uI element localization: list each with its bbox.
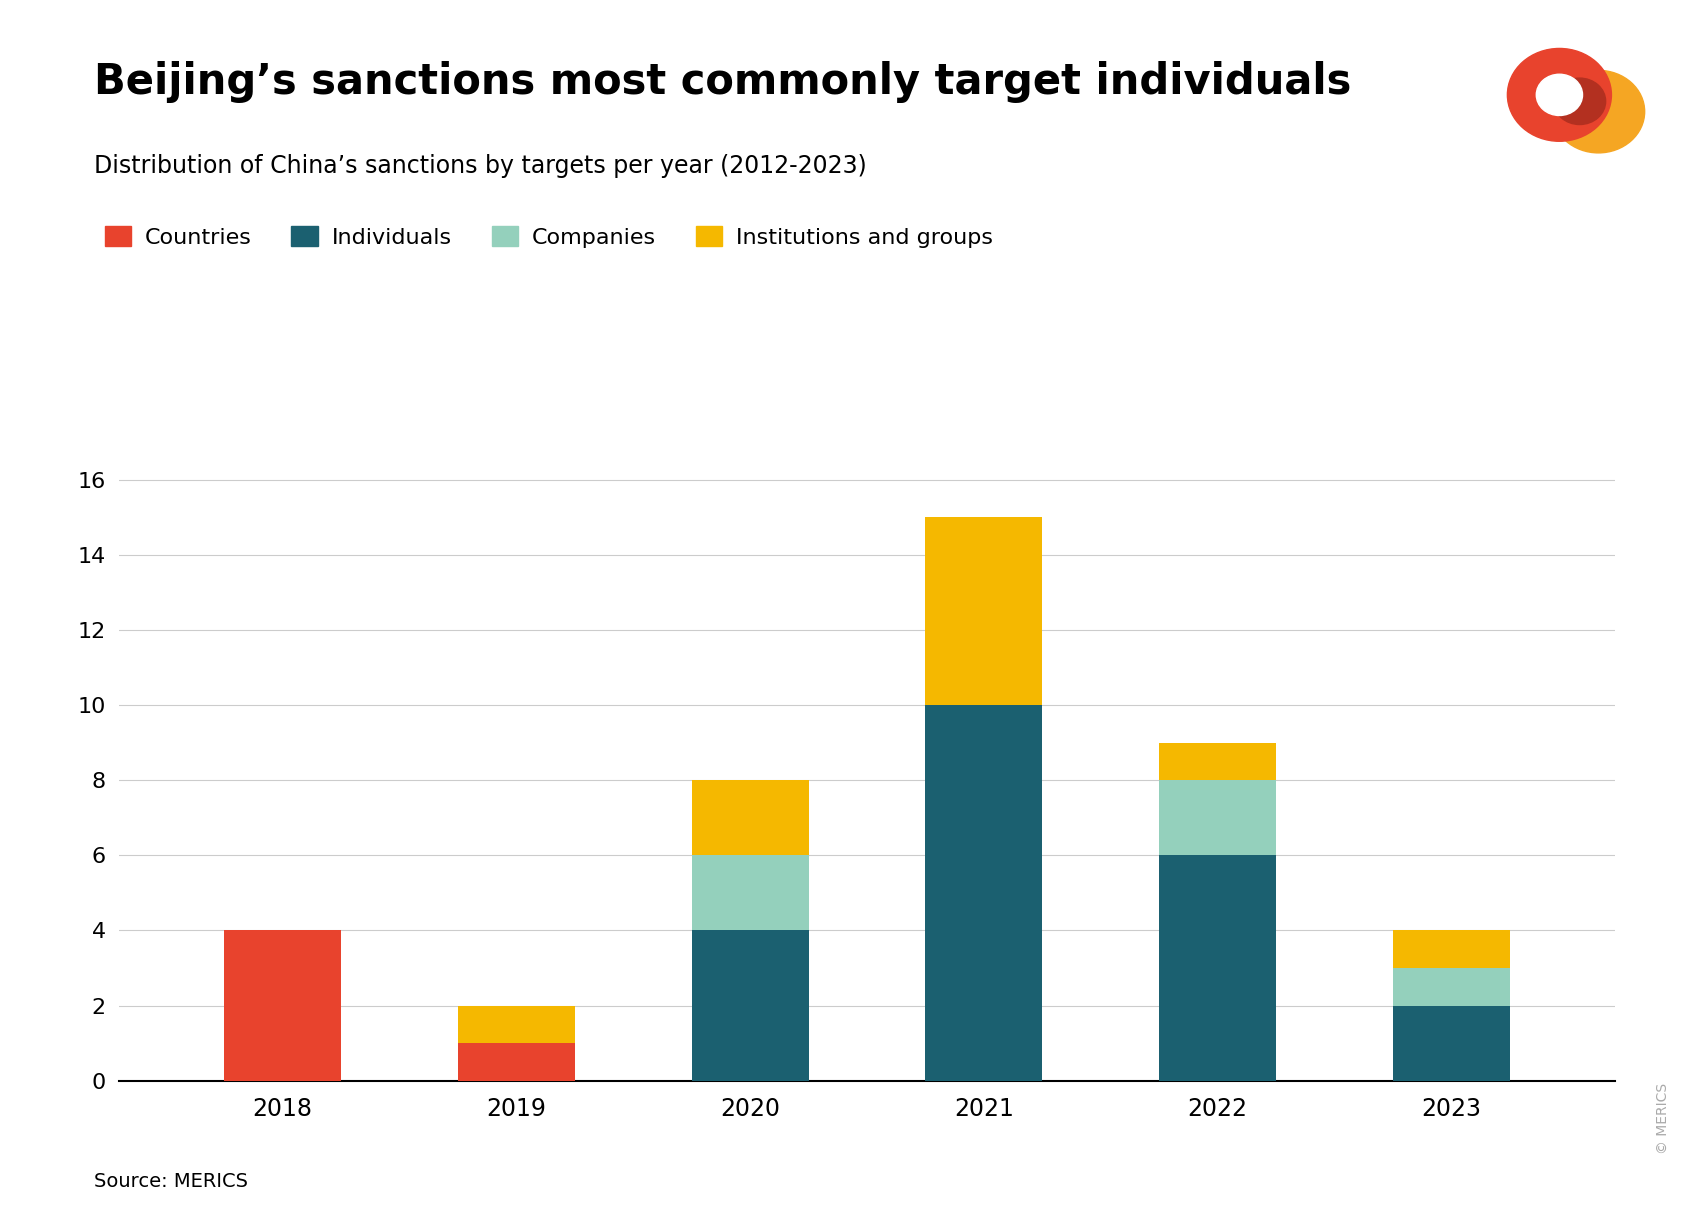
Text: Source: MERICS: Source: MERICS: [94, 1173, 248, 1191]
Bar: [1392, 1006, 1510, 1081]
Bar: [224, 931, 342, 1081]
Bar: [925, 705, 1042, 1081]
Legend: Countries, Individuals, Companies, Institutions and groups: Countries, Individuals, Companies, Insti…: [105, 226, 993, 248]
Bar: [692, 931, 809, 1081]
Circle shape: [1554, 79, 1605, 124]
Text: Distribution of China’s sanctions by targets per year (2012-2023): Distribution of China’s sanctions by tar…: [94, 154, 867, 178]
Bar: [1159, 780, 1277, 855]
Text: © MERICS: © MERICS: [1656, 1083, 1669, 1154]
Text: Beijing’s sanctions most commonly target individuals: Beijing’s sanctions most commonly target…: [94, 61, 1352, 103]
Bar: [1392, 968, 1510, 1006]
Circle shape: [1508, 48, 1612, 141]
Circle shape: [1537, 74, 1583, 115]
Bar: [692, 855, 809, 931]
Bar: [1159, 855, 1277, 1081]
Bar: [457, 1006, 575, 1043]
Bar: [925, 517, 1042, 705]
Circle shape: [1552, 70, 1644, 152]
Bar: [1159, 743, 1277, 780]
Bar: [457, 1043, 575, 1081]
Bar: [1392, 931, 1510, 968]
Bar: [692, 780, 809, 855]
